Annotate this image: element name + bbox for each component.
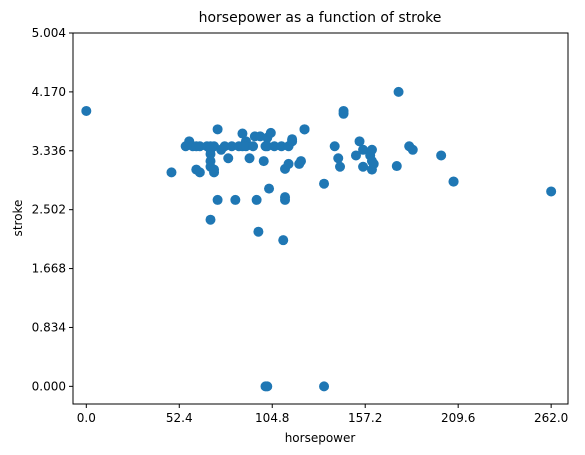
data-point — [287, 136, 298, 147]
x-tick-label: 157.2 — [348, 411, 382, 425]
data-point — [265, 127, 276, 138]
y-tick-label: 5.004 — [32, 26, 66, 40]
x-tick-label: 0.0 — [77, 411, 96, 425]
data-point — [244, 153, 255, 164]
data-point — [230, 194, 241, 205]
data-point — [205, 214, 216, 225]
data-point — [209, 164, 220, 175]
data-point — [407, 144, 418, 155]
data-point — [262, 381, 273, 392]
x-axis-label: horsepower — [285, 431, 356, 445]
data-point — [212, 194, 223, 205]
data-point — [269, 141, 280, 152]
data-point — [329, 141, 340, 152]
data-point — [319, 381, 330, 392]
data-point — [436, 150, 447, 161]
data-point — [223, 153, 234, 164]
y-axis-ticks: 0.000 0.834 1.668 2.502 3.336 4.170 5.004 — [32, 26, 73, 393]
data-point — [258, 156, 269, 167]
data-point — [240, 141, 251, 152]
plot-area-frame — [72, 32, 569, 405]
y-tick-label: 4.170 — [32, 85, 66, 99]
x-tick-label: 209.6 — [441, 411, 475, 425]
data-point — [358, 161, 369, 172]
y-tick-label: 0.834 — [32, 320, 66, 334]
data-point — [335, 161, 346, 172]
data-point — [366, 144, 377, 155]
y-tick-label: 1.668 — [32, 262, 66, 276]
x-tick-label: 52.4 — [166, 411, 193, 425]
data-point — [283, 158, 294, 169]
data-point — [253, 226, 264, 237]
x-axis-ticks: 0.0 52.4 104.8 157.2 209.6 262.0 — [77, 404, 568, 425]
data-point — [194, 167, 205, 178]
data-point — [354, 136, 365, 147]
data-point — [262, 141, 273, 152]
y-axis-label: stroke — [11, 200, 25, 237]
data-point — [391, 161, 402, 172]
data-point — [166, 167, 177, 178]
chart-title: horsepower as a function of stroke — [199, 10, 442, 26]
data-point — [194, 141, 205, 152]
data-point — [393, 86, 404, 97]
data-point — [338, 108, 349, 119]
data-point — [280, 194, 291, 205]
data-point — [278, 235, 289, 246]
y-tick-label: 0.000 — [32, 379, 66, 393]
data-point — [333, 153, 344, 164]
points-layer — [81, 86, 557, 392]
data-point — [212, 124, 223, 135]
data-point — [448, 176, 459, 187]
data-point — [368, 158, 379, 169]
data-point — [237, 128, 248, 139]
data-point — [251, 194, 262, 205]
data-point — [276, 141, 287, 152]
x-tick-label: 104.8 — [255, 411, 289, 425]
y-tick-label: 2.502 — [32, 203, 66, 217]
data-point — [264, 183, 275, 194]
data-point — [350, 150, 361, 161]
data-point — [546, 186, 557, 197]
data-point — [358, 144, 369, 155]
data-point — [319, 178, 330, 189]
x-tick-label: 262.0 — [534, 411, 568, 425]
data-point — [295, 156, 306, 167]
data-point — [248, 141, 259, 152]
data-point — [226, 141, 237, 152]
data-point — [81, 105, 92, 116]
data-point — [299, 124, 310, 135]
data-point — [219, 141, 230, 152]
y-tick-label: 3.336 — [32, 144, 66, 158]
